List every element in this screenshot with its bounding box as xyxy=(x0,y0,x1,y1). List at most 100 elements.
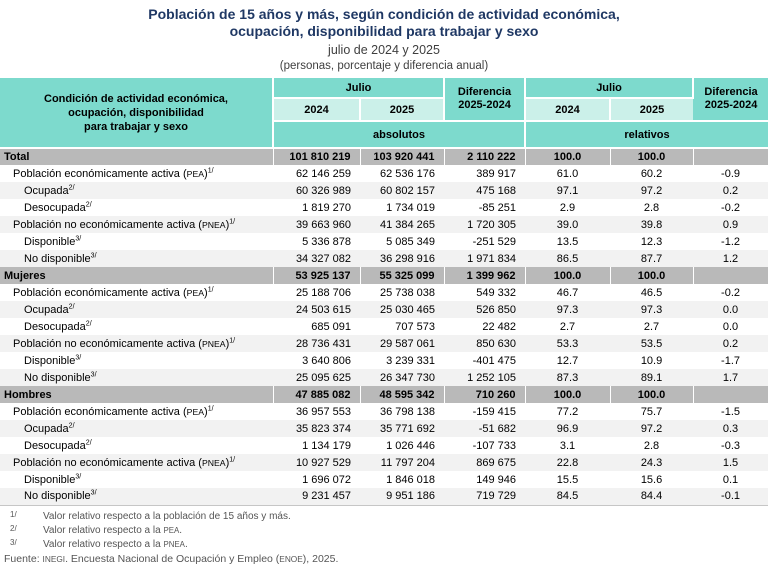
footnote-reference: 1/ xyxy=(229,336,236,344)
row-label: Población no económicamente activa (PNEA… xyxy=(0,335,273,352)
value-relative: 15.5 xyxy=(556,473,579,486)
text-segment: Ocupada xyxy=(24,422,69,435)
value-relative: 1.5 xyxy=(693,454,768,471)
abbreviation: PEA xyxy=(186,287,205,298)
table-row: Ocupada2/60 326 989 60 802 157 475 168 97.1… xyxy=(0,182,768,199)
value-absolute: 2 110 222 xyxy=(443,148,526,165)
value-absolute: 5 336 878 xyxy=(302,235,351,248)
text-segment: . xyxy=(184,538,188,550)
value-relative: 1.2 xyxy=(693,250,768,267)
footnote-reference: 3/ xyxy=(75,353,82,361)
row-label: No disponible3/ xyxy=(0,369,273,386)
footnote-reference: 3/ xyxy=(75,472,82,480)
footnote-reference: 2/ xyxy=(85,200,92,208)
header-year-2024-relativos: 2024 xyxy=(525,98,612,122)
value-relative xyxy=(692,267,768,284)
footnote-reference: 2/ xyxy=(85,438,92,446)
text-segment: Población económicamente activa ( xyxy=(13,167,187,180)
footnote-reference: 3/ xyxy=(75,234,82,242)
value-absolute: 1 971 834 xyxy=(444,250,526,267)
population-table: Condición de actividad económica, ocupac… xyxy=(0,78,768,506)
footnote-reference: 2/ xyxy=(68,421,75,429)
value-relative: -1.7 xyxy=(721,354,741,367)
value-relative: 97.1 xyxy=(525,182,611,199)
value-relative: -0.2 xyxy=(721,286,741,299)
table-row: Desocupada2/1 134 179 1 026 446 -107 733 3.… xyxy=(0,437,768,454)
value-absolute: 28 736 431 xyxy=(273,335,360,352)
table-row: Desocupada2/1 819 270 1 734 019 -85 251 2.9… xyxy=(0,199,768,216)
value-relative: 0.3 xyxy=(693,420,768,437)
value-absolute: 3 239 331 xyxy=(386,354,436,367)
text-segment: Desocupada xyxy=(24,320,86,333)
value-relative: 0.9 xyxy=(693,216,768,233)
value-absolute: -85 251 xyxy=(478,201,517,214)
value-relative: 0.0 xyxy=(722,320,739,333)
table-row: Población económicamente activa (PEA)1/2… xyxy=(0,284,768,301)
value-absolute: 62 536 176 xyxy=(379,167,436,180)
text-segment: Hombres xyxy=(4,388,52,401)
row-label: Disponible3/ xyxy=(0,233,273,250)
value-absolute: 850 630 xyxy=(444,335,526,352)
value-absolute: 103 920 441 xyxy=(359,148,445,165)
value-relative: 100.0 xyxy=(524,386,611,403)
text-segment: . Encuesta Nacional de Ocupación y Emple… xyxy=(65,552,280,565)
value-relative: 86.5 xyxy=(525,250,611,267)
footnote-text: Valor relativo respecto a la población d… xyxy=(43,510,768,524)
text-segment: Valor relativo respecto a la xyxy=(43,524,164,536)
value-relative: 84.4 xyxy=(610,488,694,506)
value-relative: 0.2 xyxy=(693,182,768,199)
value-relative: 2.8 xyxy=(643,439,660,452)
abbreviation: PNEA xyxy=(201,457,226,468)
value-absolute: 60 802 157 xyxy=(360,182,445,199)
footnote-marker: 3/ xyxy=(10,537,17,547)
value-relative: 53.5 xyxy=(610,335,694,352)
abbreviation: ENOE xyxy=(279,553,303,564)
row-label: Mujeres xyxy=(0,267,273,284)
footnote: 1/Valor relativo respecto a la población… xyxy=(0,510,768,524)
row-label: Total xyxy=(0,148,273,165)
text-segment: No disponible xyxy=(24,252,91,265)
value-relative: 97.2 xyxy=(610,420,694,437)
table-row: Población económicamente activa (PEA)1/6… xyxy=(0,165,768,182)
header-year-2025-absolutos: 2025 xyxy=(360,98,446,122)
header-year-2025-relativos: 2025 xyxy=(610,98,694,122)
text-segment: Fuente: xyxy=(4,552,43,565)
footnote-reference: 2/ xyxy=(85,319,92,327)
value-absolute: 25 095 625 xyxy=(273,369,360,386)
value-absolute: 25 738 038 xyxy=(379,286,436,299)
value-relative: -1.5 xyxy=(721,405,741,418)
table-row: No disponible3/34 327 082 36 298 916 1 971… xyxy=(0,250,768,267)
value-absolute: -159 415 xyxy=(472,405,517,418)
value-absolute: -51 682 xyxy=(444,420,526,437)
abbreviation: PNEA xyxy=(163,539,185,549)
text-segment: Valor relativo respecto a la xyxy=(43,538,164,550)
footnote-reference: 1/ xyxy=(229,217,236,225)
table-row: No disponible3/9 231 457 9 951 186 719 729… xyxy=(0,488,768,506)
header-relativos: relativos xyxy=(525,121,768,149)
footnote-reference: 3/ xyxy=(90,251,97,259)
table-row: No disponible3/25 095 625 26 347 730 1 252… xyxy=(0,369,768,386)
value-relative: 24.3 xyxy=(610,454,694,471)
value-relative xyxy=(692,386,768,403)
value-relative: 15.6 xyxy=(640,473,663,486)
value-relative: 77.2 xyxy=(556,405,579,418)
value-absolute: 22 482 xyxy=(482,320,517,333)
row-label: Disponible3/ xyxy=(0,352,273,369)
value-absolute: 10 927 529 xyxy=(273,454,360,471)
text-segment: Población no económicamente activa ( xyxy=(13,456,202,469)
value-relative: -1.2 xyxy=(721,235,741,248)
table-row: Desocupada2/685 091 707 573 22 482 2.7 2.7 0.… xyxy=(0,318,768,335)
table-row: Disponible3/1 696 072 1 846 018 149 946 15.… xyxy=(0,471,768,488)
footnote-reference: 1/ xyxy=(207,166,214,174)
value-absolute: 36 957 553 xyxy=(295,405,351,418)
value-absolute: 24 503 615 xyxy=(273,301,360,318)
row-label: No disponible3/ xyxy=(0,488,273,506)
text-segment: ) xyxy=(225,456,230,469)
value-absolute: 1 399 962 xyxy=(443,267,526,284)
value-absolute: 149 946 xyxy=(476,473,517,486)
table-body: Total 101 810 219 103 920 441 2 110 222 100.… xyxy=(0,148,768,506)
table-row: Ocupada2/24 503 615 25 030 465 526 850 97.3… xyxy=(0,301,768,318)
value-relative: 2.7 xyxy=(559,320,576,333)
text-segment: Valor relativo respecto a la población d… xyxy=(43,510,291,522)
section-row: Hombres 47 885 082 48 595 342 710 260 100.0 1… xyxy=(0,386,768,403)
